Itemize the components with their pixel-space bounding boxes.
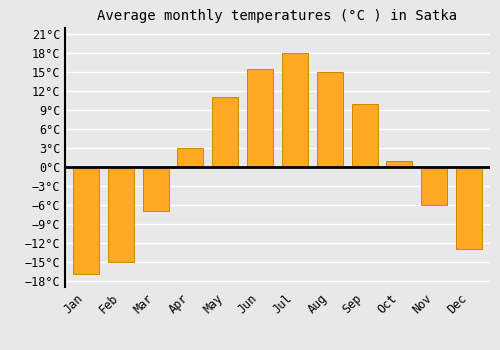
Bar [456, 167, 482, 249]
Bar [316, 72, 343, 167]
Bar [108, 167, 134, 262]
Bar [386, 161, 412, 167]
Bar [352, 104, 378, 167]
Bar [247, 69, 273, 167]
Bar [178, 148, 204, 167]
Title: Average monthly temperatures (°C ) in Satka: Average monthly temperatures (°C ) in Sa… [98, 9, 458, 23]
Bar [73, 167, 99, 274]
Bar [421, 167, 448, 205]
Bar [142, 167, 169, 211]
Bar [282, 53, 308, 167]
Bar [212, 98, 238, 167]
